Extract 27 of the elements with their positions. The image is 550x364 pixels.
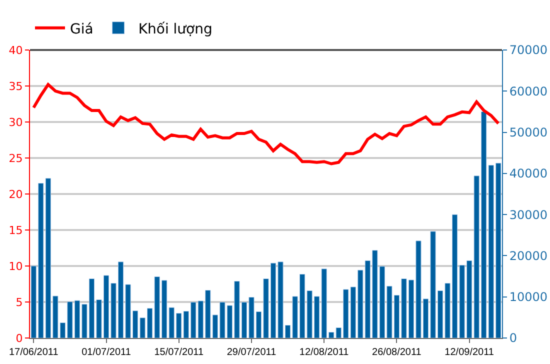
x-tick-label: 26/08/2011 <box>372 347 422 358</box>
x-tick-label: 01/07/2011 <box>82 347 132 358</box>
line-series <box>32 83 500 166</box>
x-tick-label: 15/07/2011 <box>154 347 204 358</box>
y-tick-label: 10 <box>8 260 23 273</box>
y2-tick-label: 70000 <box>509 43 548 58</box>
y-tick-label: 0 <box>16 332 23 345</box>
y2-tick-label: 30000 <box>509 208 548 222</box>
legend-label: Giá <box>70 21 94 38</box>
x-tick-label: 17/06/2011 <box>8 347 59 358</box>
y2-tick-label: 40000 <box>509 166 548 181</box>
y-tick-label: 5 <box>16 296 23 309</box>
y2-tick-label: 60000 <box>509 84 548 98</box>
y2-tick-label: 20000 <box>509 248 548 263</box>
y-tick-label: 25 <box>8 152 23 165</box>
x-tick-label: 12/08/2011 <box>299 347 350 358</box>
y2-tick-label: 0 <box>509 331 518 346</box>
x-tick-label: 29/07/2011 <box>226 347 277 358</box>
y2-tick-label: 10000 <box>509 290 548 304</box>
y-tick-label: 40 <box>8 44 23 57</box>
x-tick-label: 12/09/2011 <box>444 347 494 358</box>
y2-tick-label: 50000 <box>509 125 548 140</box>
y-tick-label: 20 <box>8 188 23 201</box>
y-tick-label: 35 <box>8 80 23 93</box>
legend-label: Khối lượng <box>138 21 212 38</box>
y-tick-label: 15 <box>8 224 23 237</box>
y-tick-label: 30 <box>8 116 23 129</box>
